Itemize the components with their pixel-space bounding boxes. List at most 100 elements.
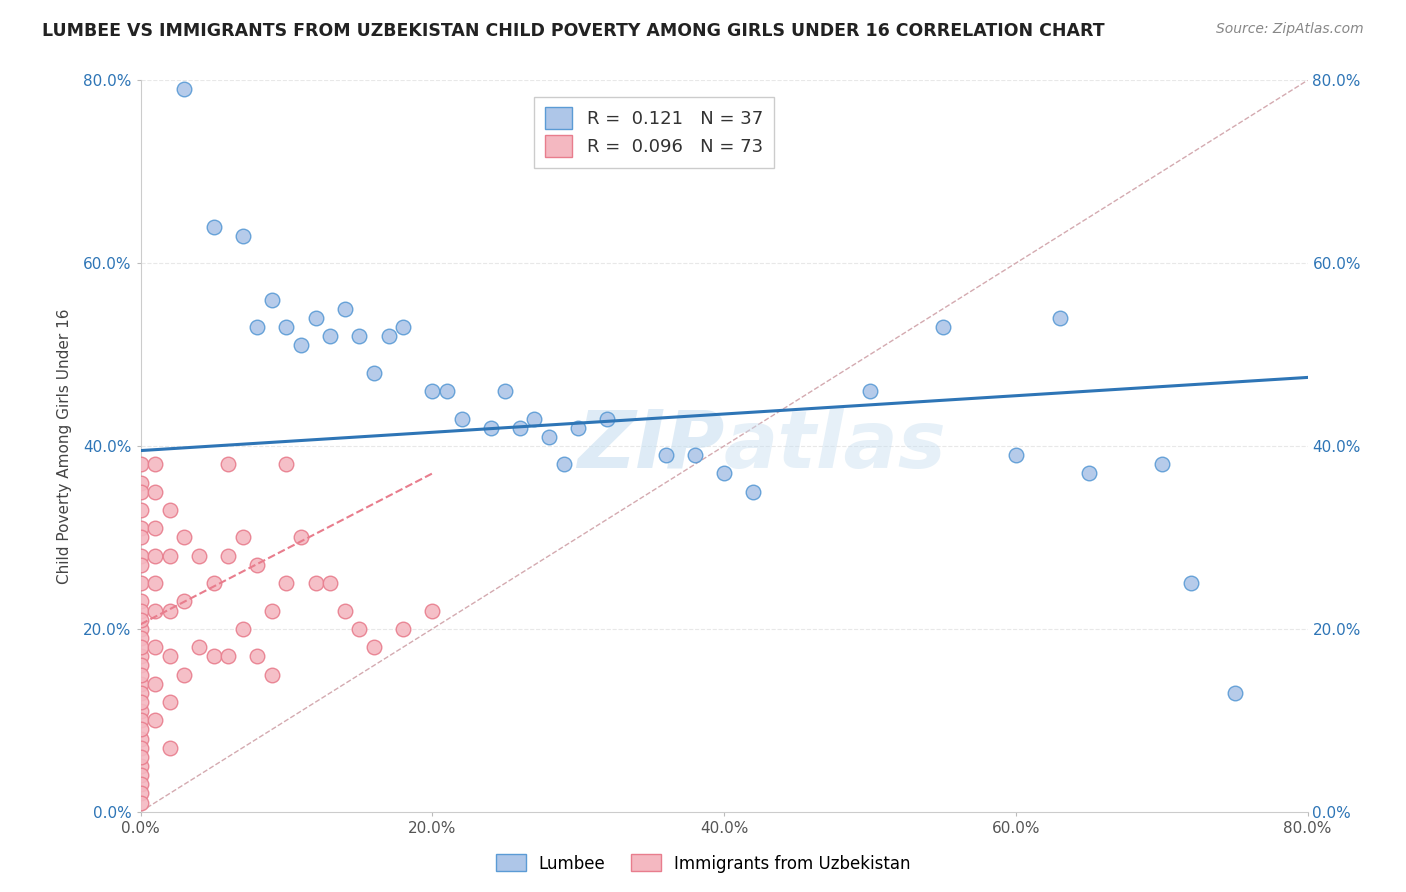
Point bbox=[422, 603, 444, 617]
Point bbox=[260, 603, 283, 617]
Point bbox=[333, 603, 356, 617]
Point bbox=[363, 366, 385, 380]
Point bbox=[202, 219, 225, 234]
Point bbox=[596, 411, 619, 425]
Legend: Lumbee, Immigrants from Uzbekistan: Lumbee, Immigrants from Uzbekistan bbox=[489, 847, 917, 880]
Point bbox=[188, 549, 211, 563]
Point bbox=[129, 686, 152, 700]
Point bbox=[129, 749, 152, 764]
Point bbox=[932, 320, 955, 334]
Point bbox=[129, 658, 152, 673]
Point bbox=[159, 603, 181, 617]
Point bbox=[450, 411, 472, 425]
Point bbox=[129, 740, 152, 755]
Point bbox=[246, 558, 269, 572]
Point bbox=[260, 293, 283, 307]
Point bbox=[217, 649, 239, 664]
Point bbox=[246, 649, 269, 664]
Point bbox=[129, 475, 152, 490]
Point bbox=[202, 576, 225, 591]
Point bbox=[392, 622, 415, 636]
Point bbox=[129, 558, 152, 572]
Point bbox=[129, 631, 152, 645]
Point bbox=[129, 768, 152, 782]
Point bbox=[202, 649, 225, 664]
Point bbox=[1223, 686, 1246, 700]
Point bbox=[1180, 576, 1202, 591]
Point bbox=[143, 549, 166, 563]
Point bbox=[173, 667, 195, 681]
Point bbox=[276, 576, 298, 591]
Point bbox=[129, 457, 152, 471]
Point bbox=[143, 714, 166, 728]
Point bbox=[494, 384, 516, 398]
Point bbox=[159, 649, 181, 664]
Point bbox=[319, 329, 342, 343]
Point bbox=[129, 667, 152, 681]
Point bbox=[143, 640, 166, 655]
Point bbox=[683, 448, 706, 462]
Point bbox=[129, 594, 152, 608]
Point bbox=[232, 622, 254, 636]
Legend: R =  0.121   N = 37, R =  0.096   N = 73: R = 0.121 N = 37, R = 0.096 N = 73 bbox=[534, 96, 773, 168]
Point bbox=[217, 549, 239, 563]
Point bbox=[217, 457, 239, 471]
Point bbox=[538, 430, 561, 444]
Point bbox=[159, 549, 181, 563]
Point bbox=[305, 310, 328, 325]
Point bbox=[392, 320, 415, 334]
Point bbox=[859, 384, 882, 398]
Point bbox=[509, 421, 531, 435]
Point bbox=[232, 228, 254, 243]
Point bbox=[129, 777, 152, 791]
Point bbox=[129, 603, 152, 617]
Point bbox=[129, 723, 152, 737]
Point bbox=[523, 411, 546, 425]
Point bbox=[129, 796, 152, 810]
Point bbox=[129, 640, 152, 655]
Text: ZIP: ZIP bbox=[576, 407, 724, 485]
Point bbox=[276, 320, 298, 334]
Point bbox=[349, 622, 371, 636]
Point bbox=[436, 384, 458, 398]
Point bbox=[1077, 467, 1099, 481]
Point bbox=[129, 576, 152, 591]
Point bbox=[567, 421, 589, 435]
Point bbox=[129, 503, 152, 517]
Point bbox=[159, 740, 181, 755]
Point bbox=[1049, 310, 1071, 325]
Point bbox=[276, 457, 298, 471]
Point bbox=[129, 787, 152, 801]
Point bbox=[143, 603, 166, 617]
Point bbox=[173, 530, 195, 544]
Point bbox=[188, 640, 211, 655]
Text: Source: ZipAtlas.com: Source: ZipAtlas.com bbox=[1216, 22, 1364, 37]
Point bbox=[713, 467, 735, 481]
Point bbox=[479, 421, 502, 435]
Point bbox=[553, 457, 575, 471]
Point bbox=[260, 667, 283, 681]
Point bbox=[173, 594, 195, 608]
Point bbox=[129, 759, 152, 773]
Point bbox=[129, 549, 152, 563]
Point bbox=[129, 731, 152, 746]
Point bbox=[1005, 448, 1028, 462]
Point bbox=[422, 384, 444, 398]
Text: atlas: atlas bbox=[724, 407, 946, 485]
Point bbox=[129, 676, 152, 690]
Point bbox=[246, 320, 269, 334]
Point bbox=[363, 640, 385, 655]
Point bbox=[129, 695, 152, 709]
Point bbox=[129, 704, 152, 718]
Point bbox=[129, 649, 152, 664]
Point bbox=[129, 622, 152, 636]
Point bbox=[742, 484, 765, 499]
Point bbox=[129, 613, 152, 627]
Point bbox=[655, 448, 678, 462]
Point bbox=[143, 521, 166, 535]
Point bbox=[290, 338, 312, 352]
Point bbox=[129, 530, 152, 544]
Point bbox=[1150, 457, 1173, 471]
Point bbox=[290, 530, 312, 544]
Point bbox=[129, 714, 152, 728]
